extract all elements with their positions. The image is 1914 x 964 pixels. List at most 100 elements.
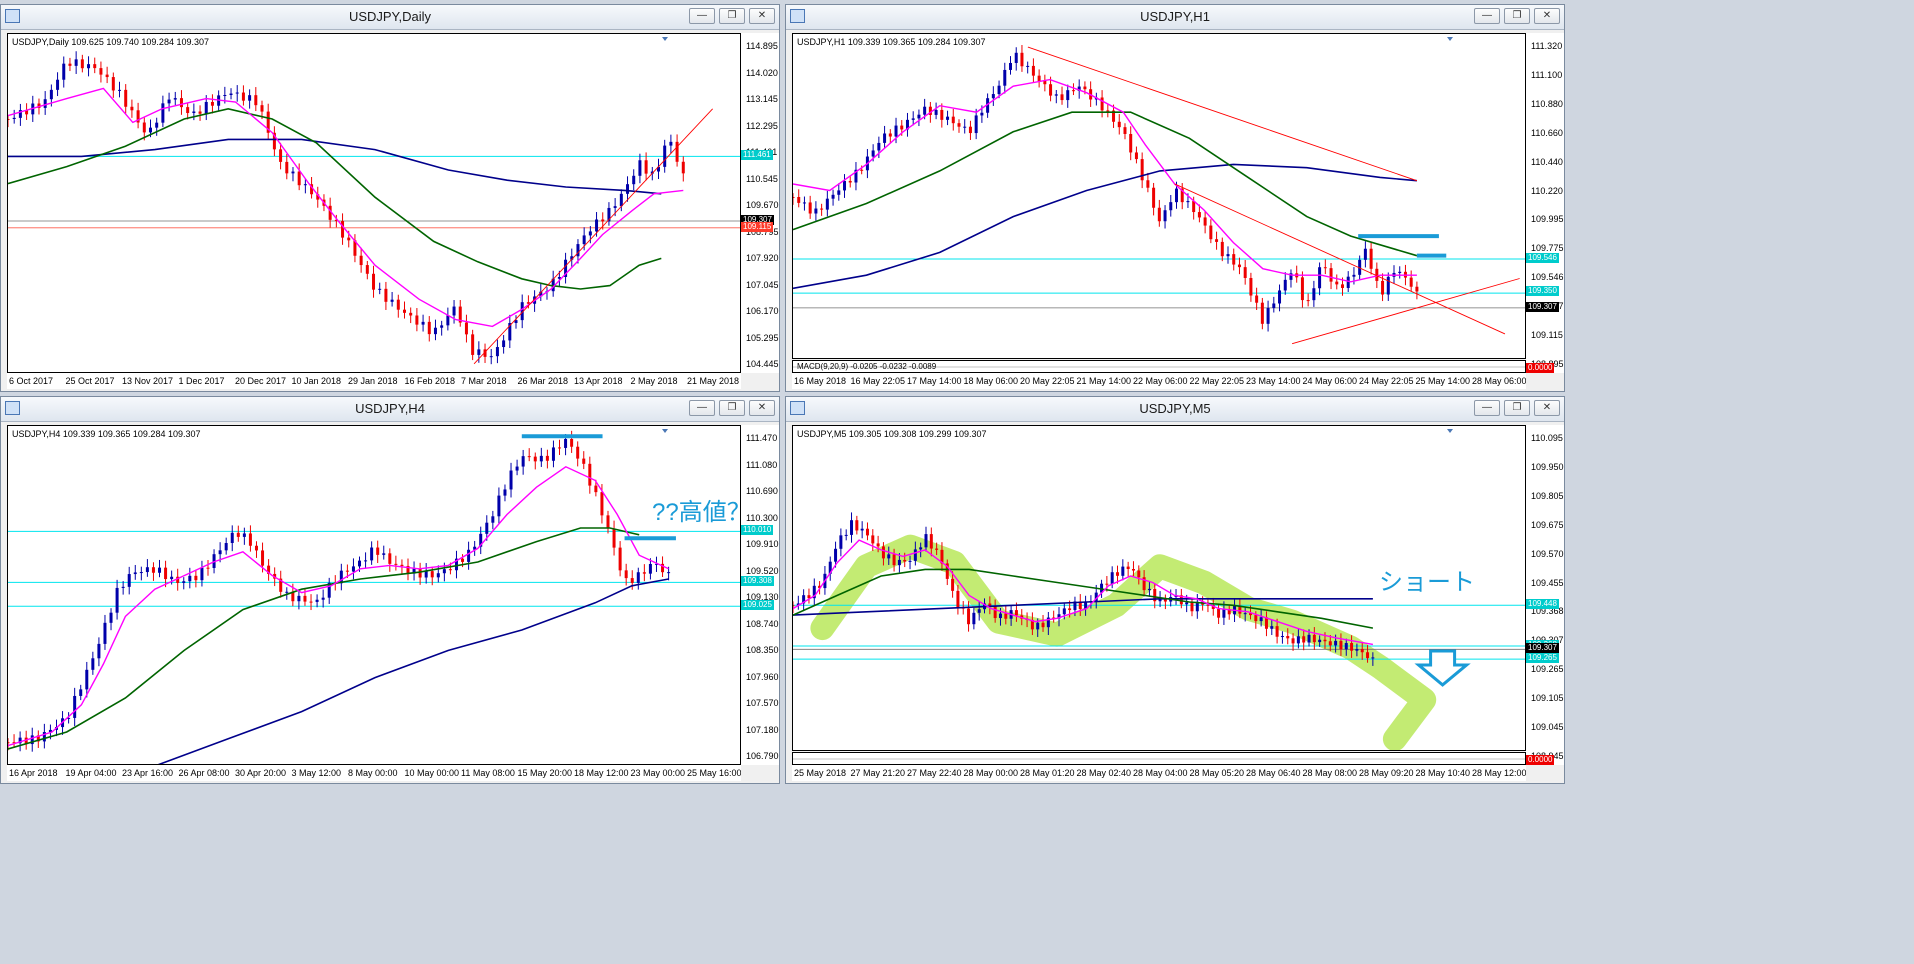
candle-body (1163, 598, 1167, 602)
candle-body (351, 566, 355, 572)
candle-body (372, 273, 376, 290)
candle-body (1043, 80, 1047, 85)
close-button[interactable]: ✕ (749, 400, 775, 416)
minimize-button[interactable]: — (1474, 8, 1500, 24)
restore-button[interactable]: ❐ (719, 8, 745, 24)
candle-body (1106, 110, 1110, 112)
candle-body (241, 92, 245, 101)
chart-area-daily[interactable]: USDJPY,Daily 109.625 109.740 109.284 109… (7, 33, 741, 373)
minimize-button[interactable]: — (1474, 400, 1500, 416)
time-tick-label: 28 May 06:40 (1246, 768, 1301, 778)
time-tick-label: 13 Nov 2017 (122, 376, 174, 386)
time-tick-label: 20 Dec 2017 (235, 376, 287, 386)
chart-area-h1[interactable]: USDJPY,H1 109.339 109.365 109.284 109.30… (792, 33, 1526, 359)
time-tick-label: 18 May 12:00 (574, 768, 629, 778)
time-tick-label: 29 Jan 2018 (348, 376, 398, 386)
candle-body (502, 340, 506, 348)
price-tag: 109.546 (1526, 252, 1559, 263)
candle-body (1266, 308, 1270, 324)
candle-body (1197, 212, 1201, 218)
candle-body (963, 126, 967, 128)
candle-body (1185, 602, 1189, 605)
candle-body (1220, 241, 1224, 257)
titlebar-daily[interactable]: USDJPY,Daily — ❐ ✕ (1, 5, 779, 30)
candle-body (1243, 267, 1247, 278)
price-tick-label: 109.105 (1531, 693, 1564, 704)
candle-body (105, 74, 109, 78)
candle-body (793, 605, 795, 607)
candle-body (860, 528, 864, 531)
candle-body (1286, 636, 1290, 639)
candle-body (1312, 634, 1316, 643)
candle-body (477, 349, 481, 355)
candle-body (900, 125, 904, 130)
candle-body (1049, 84, 1053, 96)
candle-body (582, 235, 586, 245)
time-tick-label: 10 May 00:00 (404, 768, 460, 778)
window-m5[interactable]: USDJPY,M5 — ❐ ✕ USDJPY,M5 109.305 109.30… (785, 396, 1565, 784)
ma-fast-line (793, 78, 1417, 283)
titlebar-m5[interactable]: USDJPY,M5 — ❐ ✕ (786, 397, 1564, 422)
candle-body (526, 302, 530, 304)
time-tick-label: 28 May 08:00 (1302, 768, 1358, 778)
candle-body (396, 299, 400, 310)
close-button[interactable]: ✕ (1534, 8, 1560, 24)
titlebar-h1[interactable]: USDJPY,H1 — ❐ ✕ (786, 5, 1564, 30)
candle-body (43, 99, 47, 108)
candle-body (130, 106, 134, 111)
chart-area-m5[interactable]: USDJPY,M5 109.305 109.308 109.299 109.30… (792, 425, 1526, 751)
minimize-button[interactable]: — (689, 400, 715, 416)
candle-body (848, 180, 852, 183)
candle-body (630, 578, 634, 583)
candle-body (402, 309, 406, 313)
window-daily[interactable]: USDJPY,Daily — ❐ ✕ USDJPY,Daily 109.625 … (0, 4, 780, 392)
candle-body (139, 572, 143, 574)
close-button[interactable]: ✕ (749, 8, 775, 24)
price-tick-label: 107.920 (746, 253, 779, 263)
price-tick-label: 109.455 (1531, 577, 1564, 588)
window-h1[interactable]: USDJPY,H1 — ❐ ✕ USDJPY,H1 109.339 109.36… (785, 4, 1565, 392)
candle-body (376, 547, 380, 555)
window-h4[interactable]: USDJPY,H4 — ❐ ✕ USDJPY,H4 109.339 109.36… (0, 396, 780, 784)
candle-body (509, 470, 513, 490)
candle-body (99, 68, 103, 75)
candle-body (533, 456, 537, 462)
close-button[interactable]: ✕ (1534, 400, 1560, 416)
restore-button[interactable]: ❐ (1504, 8, 1530, 24)
candle-body (473, 546, 477, 550)
time-axis: 6 Oct 2017 25 Oct 2017 13 Nov 2017 1 Dec 20… (7, 373, 741, 389)
macd-panel[interactable] (792, 752, 1526, 765)
price-tag: 109.307 (1526, 301, 1559, 312)
candle-body (303, 184, 307, 186)
chart-area-h4[interactable]: USDJPY,H4 109.339 109.365 109.284 109.30… (7, 425, 741, 765)
time-tick-label: 23 May 00:00 (630, 768, 686, 778)
candle-body (843, 180, 847, 191)
candle-body (91, 658, 95, 670)
time-tick-label: 13 Apr 2018 (574, 376, 623, 386)
candle-body (339, 570, 343, 584)
price-axis: 110.095 109.950 109.805 109.675 109.570 109.4… (1526, 425, 1564, 765)
titlebar-h4[interactable]: USDJPY,H4 — ❐ ✕ (1, 397, 779, 422)
time-tick-label: 11 May 08:00 (461, 768, 515, 778)
candle-body (1296, 636, 1300, 644)
candle-body (1094, 592, 1098, 602)
candle-body (618, 547, 622, 571)
restore-button[interactable]: ❐ (1504, 400, 1530, 416)
restore-button[interactable]: ❐ (719, 400, 745, 416)
price-tag: 109.307 (741, 215, 774, 225)
candle-body (1100, 97, 1104, 111)
candle-body (940, 109, 944, 120)
candle-body (974, 115, 978, 134)
minimize-button[interactable]: — (689, 8, 715, 24)
candle-body (345, 570, 349, 572)
candle-body (1355, 649, 1359, 651)
candle-body (192, 111, 196, 114)
candle-body (36, 735, 40, 742)
ma-mid-line (793, 568, 1374, 629)
candle-body (1037, 75, 1041, 81)
candle-body (261, 550, 265, 566)
price-tick-label: 110.440 (1531, 156, 1563, 167)
candle-body (74, 59, 78, 66)
price-tick-label: 109.520 (746, 565, 779, 576)
macd-panel[interactable]: MACD(9,20,9) -0.0205 -0.0232 -0.0089 (792, 360, 1526, 373)
